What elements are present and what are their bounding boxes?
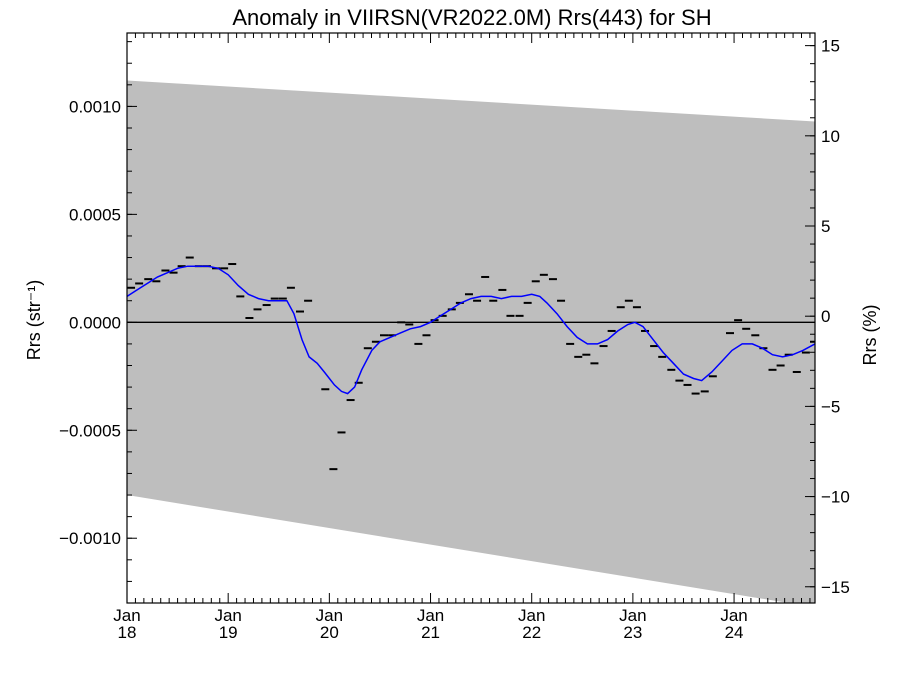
x-tick-label-year: 18: [118, 623, 137, 642]
chart-title: Anomaly in VIIRSN(VR2022.0M) Rrs(443) fo…: [232, 5, 711, 30]
x-tick-label-month: Jan: [316, 606, 343, 625]
x-tick-label-year: 23: [623, 623, 642, 642]
x-tick-label-month: Jan: [113, 606, 140, 625]
y-tick-label: 0.0000: [69, 313, 121, 332]
y-tick-label: −0.0010: [59, 529, 121, 548]
y-axis-title: Rrs (str⁻¹): [24, 280, 44, 360]
y2-tick-label: 10: [821, 127, 840, 146]
x-tick-label-year: 22: [522, 623, 541, 642]
x-tick-label-month: Jan: [417, 606, 444, 625]
x-tick-label-year: 21: [421, 623, 440, 642]
x-tick-label-year: 20: [320, 623, 339, 642]
plot-frame: [126, 32, 816, 604]
uncertainty-band: [127, 80, 815, 603]
x-tick-label-year: 19: [219, 623, 238, 642]
y2-tick-label: −5: [821, 397, 840, 416]
smoothed-line: [127, 265, 815, 395]
y-tick-label: −0.0005: [59, 421, 121, 440]
y2-tick-label: 15: [821, 37, 840, 56]
plot-area: 0.0010 0.0005 0.0000 −0.0005 −0.0010 15 10 5 0 −5…: [59, 32, 850, 642]
x-tick-label-month: Jan: [518, 606, 545, 625]
x-tick-label-year: 24: [725, 623, 744, 642]
y2-tick-label: −15: [821, 578, 850, 597]
y-tick-label: 0.0005: [69, 205, 121, 224]
y2-tick-label: 0: [821, 307, 830, 326]
y-tick-label: 0.0010: [69, 97, 121, 116]
y2-axis-title: Rrs (%): [860, 305, 880, 366]
x-tick-label-month: Jan: [720, 606, 747, 625]
plot-clip-group: [127, 80, 815, 603]
x-tick-label-month: Jan: [619, 606, 646, 625]
x-tick-label-month: Jan: [214, 606, 241, 625]
y2-tick-label: 5: [821, 217, 830, 236]
y2-tick-label: −10: [821, 488, 850, 507]
